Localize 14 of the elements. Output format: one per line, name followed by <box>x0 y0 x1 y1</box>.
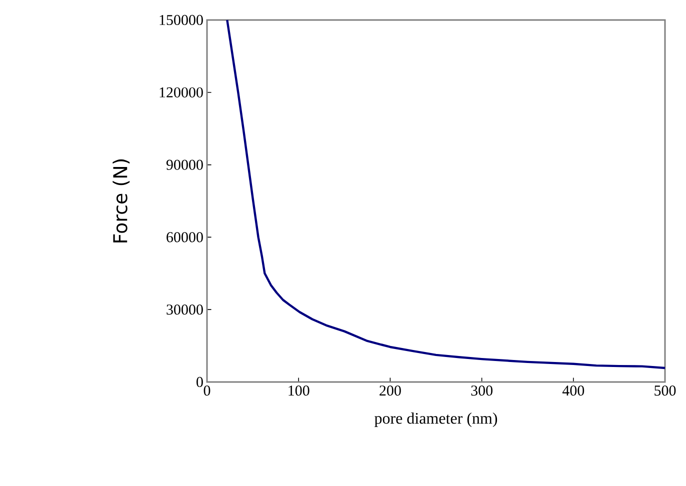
y-tick-label: 120000 <box>160 87 203 98</box>
y-tick-label: 30000 <box>166 304 203 315</box>
y-tick-label: 90000 <box>166 160 203 170</box>
x-tick-label: 300 <box>471 386 492 396</box>
y-axis-title: Force (N) <box>112 159 130 242</box>
x-tick-label: 200 <box>380 386 401 396</box>
x-axis-title: pore diameter (nm) <box>374 412 498 428</box>
y-tick-label: 0 <box>196 376 203 388</box>
x-tick-label: 0 <box>204 386 210 396</box>
x-tick-label: 400 <box>562 386 584 396</box>
x-tick-label: 500 <box>654 386 676 396</box>
y-tick-label: 150000 <box>160 14 203 26</box>
x-tick-label: 100 <box>288 386 310 396</box>
y-tick-label: 60000 <box>166 232 203 242</box>
